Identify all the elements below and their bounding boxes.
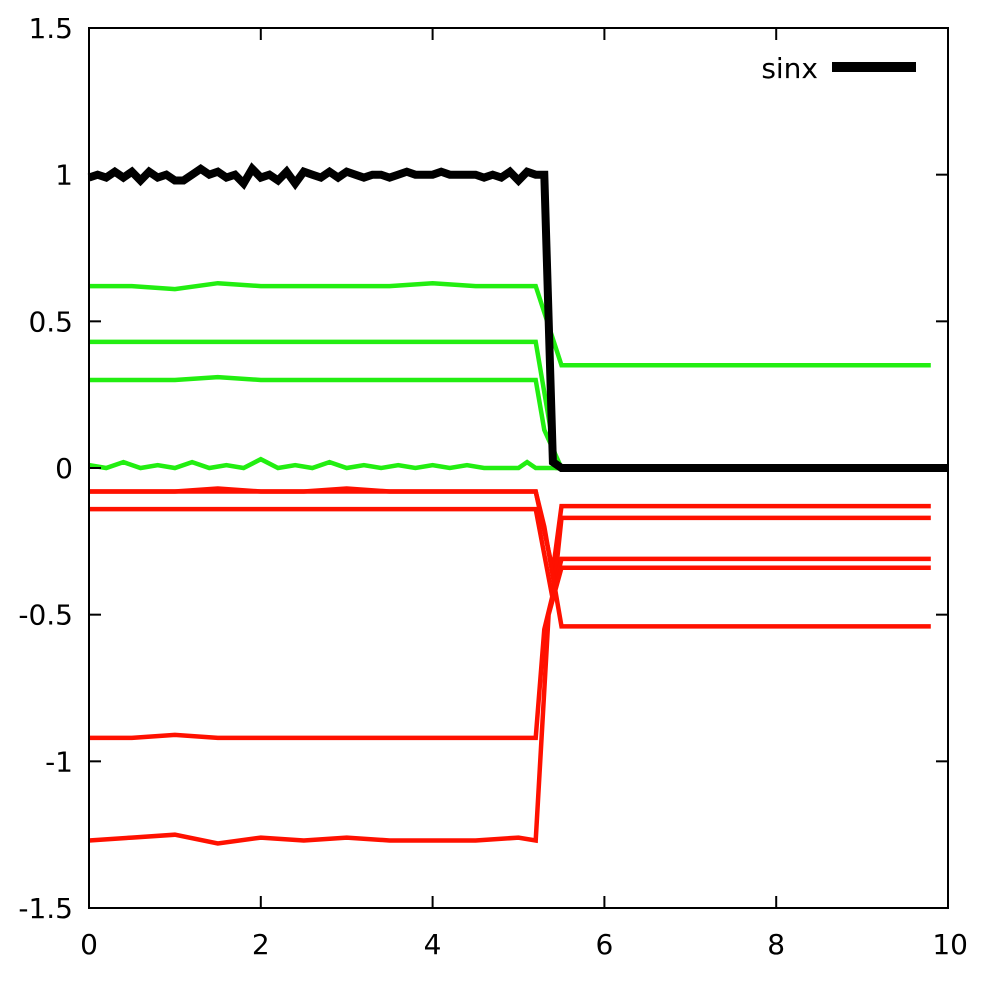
x-tick-label-0: 0 [80,928,98,961]
x-tick-label-4: 8 [767,928,785,961]
y-tick-label-5: -1 [45,745,73,778]
positive-series-line-1 [89,280,931,368]
x-tick-label-1: 2 [252,928,270,961]
legend: sinx [761,52,916,85]
negative-series-line-6 [89,506,931,601]
legend-label-sinx: sinx [761,52,818,85]
negative-series-line-9 [89,489,931,629]
sinx-series-line [87,162,948,472]
x-tick-label-2: 4 [424,928,442,961]
y-tick-label-6: -1.5 [18,892,73,925]
positive-series-line-3 [89,374,931,471]
x-tick-label-3: 6 [595,928,613,961]
y-tick-label-4: -0.5 [18,599,73,632]
positive-series-line-2 [89,339,931,471]
y-tick-label-0: 1.5 [28,12,73,45]
axis-ticks: 0 2 4 6 8 10 1.5 1 0.5 0 -0.5 -1 -1.5 [18,12,968,961]
positive-series-line-4 [88,456,931,471]
y-tick-label-1: 1 [55,159,73,192]
y-tick-label-2: 0.5 [28,305,73,338]
negative-series-line-7 [89,556,931,741]
y-tick-label-3: 0 [55,452,73,485]
x-tick-label-5: 10 [932,928,968,961]
negative-series-line-8 [88,565,931,846]
series-layer [87,162,948,846]
